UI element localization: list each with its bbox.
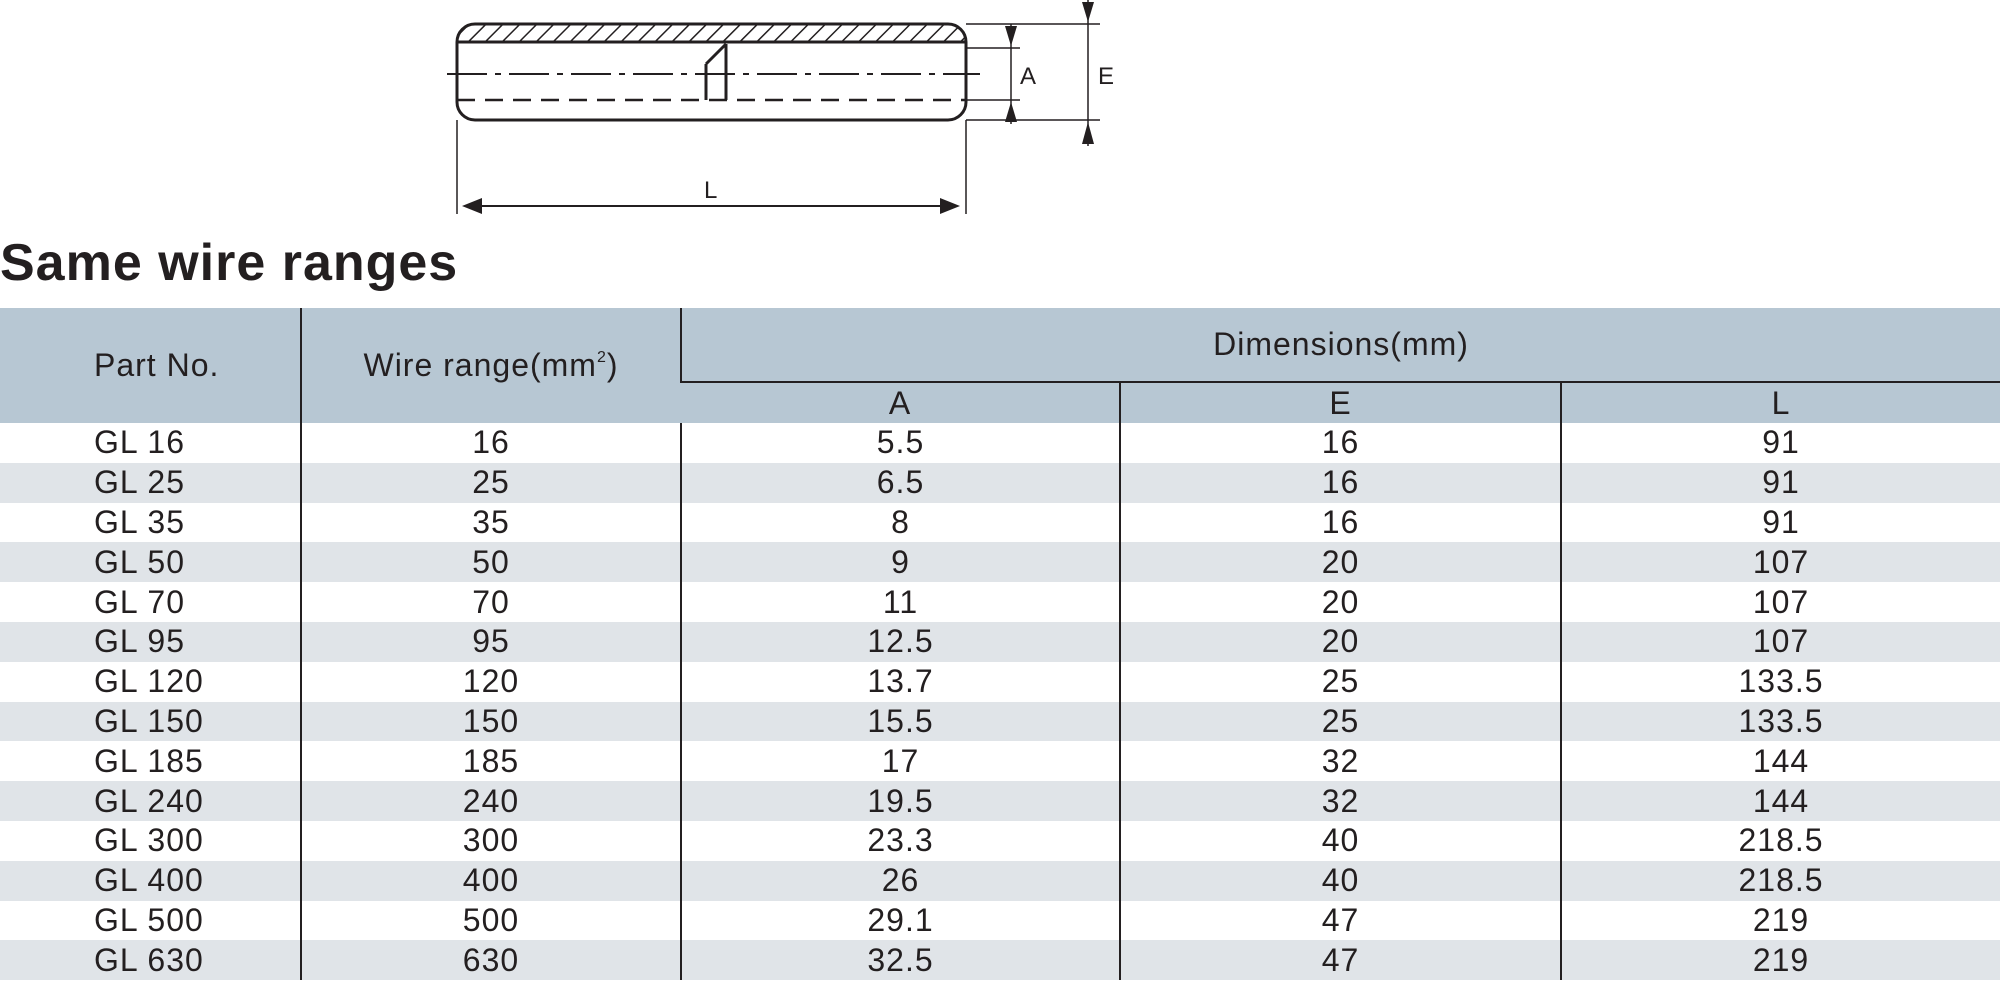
cell-a: 5.5	[680, 423, 1120, 463]
header-wire-range: Wire range(mm2)	[300, 308, 681, 423]
cell-part: GL 400	[0, 860, 301, 901]
cell-l: 218.5	[1559, 860, 2000, 901]
table-row: GL 185 185 17 32 144	[0, 741, 2000, 782]
cell-a: 12.5	[680, 621, 1120, 662]
cell-part: GL 300	[0, 820, 301, 861]
hatched-wall	[457, 24, 966, 42]
cell-l: 144	[1559, 781, 2000, 821]
cell-l: 219	[1559, 940, 2000, 981]
header-dim-a: A	[681, 381, 1120, 423]
cell-e: 32	[1119, 741, 1561, 782]
table-row: GL 120 120 13.7 25 133.5	[0, 661, 2000, 702]
cell-wire: 35	[300, 502, 681, 543]
cell-e: 20	[1119, 582, 1561, 622]
header-dimensions: Dimensions(mm)	[679, 308, 2000, 382]
cell-e: 25	[1119, 701, 1561, 742]
sleeve-outline	[455, 22, 968, 122]
cell-a: 19.5	[680, 781, 1120, 821]
cell-l: 107	[1559, 542, 2000, 583]
cell-wire: 120	[300, 661, 681, 702]
cell-part: GL 25	[0, 462, 301, 503]
cell-part: GL 70	[0, 582, 301, 622]
sleeve-drawing: A E L	[447, 0, 1114, 214]
cell-l: 91	[1559, 502, 2000, 543]
table-row: GL 35 35 8 16 91	[0, 502, 2000, 543]
cell-a: 26	[680, 860, 1120, 901]
table-row: GL 500 500 29.1 47 219	[0, 900, 2000, 941]
dim-l-label: L	[704, 177, 717, 204]
cell-part: GL 95	[0, 621, 301, 662]
cell-part: GL 500	[0, 900, 301, 941]
cell-wire: 185	[300, 741, 681, 782]
cell-wire: 300	[300, 820, 681, 861]
cell-a: 11	[680, 582, 1120, 622]
cell-a: 32.5	[680, 940, 1120, 981]
cell-l: 107	[1559, 621, 2000, 662]
table-row: GL 400 400 26 40 218.5	[0, 860, 2000, 901]
spec-table: Part No. Wire range(mm2) Dimensions(mm) …	[0, 308, 2000, 981]
cell-wire: 16	[300, 423, 681, 463]
cell-e: 20	[1119, 621, 1561, 662]
table-row: GL 95 95 12.5 20 107	[0, 621, 2000, 662]
cell-wire: 150	[300, 701, 681, 742]
cell-part: GL 50	[0, 542, 301, 583]
cell-part: GL 185	[0, 741, 301, 782]
dim-e-label: E	[1098, 63, 1114, 90]
cell-wire: 400	[300, 860, 681, 901]
table-row: GL 630 630 32.5 47 219	[0, 940, 2000, 981]
cell-l: 219	[1559, 900, 2000, 941]
table-row: GL 150 150 15.5 25 133.5	[0, 701, 2000, 742]
cell-e: 16	[1119, 423, 1561, 463]
section-title: Same wire ranges	[0, 234, 459, 292]
cell-l: 107	[1559, 582, 2000, 622]
cell-part: GL 240	[0, 781, 301, 821]
cell-e: 16	[1119, 502, 1561, 543]
cell-e: 40	[1119, 860, 1561, 901]
cell-e: 40	[1119, 820, 1561, 861]
table-row: GL 25 25 6.5 16 91	[0, 462, 2000, 503]
cell-a: 8	[680, 502, 1120, 543]
table-row: GL 50 50 9 20 107	[0, 542, 2000, 583]
header-dim-e: E	[1119, 381, 1561, 423]
cell-l: 91	[1559, 423, 2000, 463]
cell-e: 47	[1119, 940, 1561, 981]
cell-part: GL 35	[0, 502, 301, 543]
cell-e: 32	[1119, 781, 1561, 821]
cell-e: 20	[1119, 542, 1561, 583]
cell-wire: 50	[300, 542, 681, 583]
cell-wire: 630	[300, 940, 681, 981]
cell-l: 133.5	[1559, 661, 2000, 702]
cell-l: 218.5	[1559, 820, 2000, 861]
table-row: GL 16 16 5.5 16 91	[0, 423, 2000, 463]
cell-a: 13.7	[680, 661, 1120, 702]
table-row: GL 240 240 19.5 32 144	[0, 781, 2000, 821]
cell-wire: 70	[300, 582, 681, 622]
cell-part: GL 16	[0, 423, 301, 463]
cell-wire: 95	[300, 621, 681, 662]
cell-wire: 25	[300, 462, 681, 503]
dim-a-label: A	[1020, 63, 1036, 90]
cell-wire: 500	[300, 900, 681, 941]
cell-a: 6.5	[680, 462, 1120, 503]
cell-a: 29.1	[680, 900, 1120, 941]
cell-e: 16	[1119, 462, 1561, 503]
cell-wire: 240	[300, 781, 681, 821]
cell-a: 9	[680, 542, 1120, 583]
cell-a: 23.3	[680, 820, 1120, 861]
cell-l: 133.5	[1559, 701, 2000, 742]
cell-part: GL 150	[0, 701, 301, 742]
cell-l: 91	[1559, 462, 2000, 503]
header-dim-l: L	[1559, 381, 2000, 423]
cell-part: GL 120	[0, 661, 301, 702]
cell-l: 144	[1559, 741, 2000, 782]
cell-part: GL 630	[0, 940, 301, 981]
cell-e: 25	[1119, 661, 1561, 702]
cell-e: 47	[1119, 900, 1561, 941]
header-part-no: Part No.	[0, 308, 301, 423]
table-row: GL 70 70 11 20 107	[0, 582, 2000, 622]
cell-a: 15.5	[680, 701, 1120, 742]
cell-a: 17	[680, 741, 1120, 782]
table-row: GL 300 300 23.3 40 218.5	[0, 820, 2000, 861]
